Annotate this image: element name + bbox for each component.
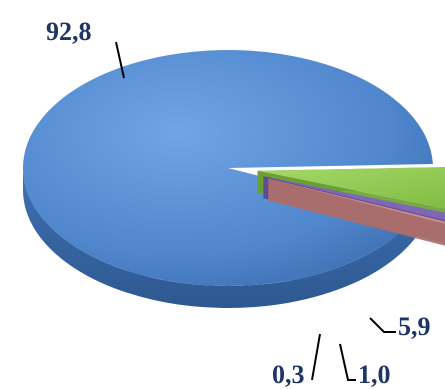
pie-slice-5-9-top [257, 167, 445, 209]
data-label-92-8: 92,8 [46, 17, 92, 46]
pie-slice-92-8-side [23, 168, 416, 308]
pie-slice-92-8 [23, 49, 433, 308]
leader-0-3 [311, 333, 321, 381]
pie-slice-92-8-top [23, 49, 433, 286]
leader-5-9 [369, 317, 396, 333]
leader-lines [115, 41, 396, 381]
pie-slice-0-3-top [268, 178, 445, 224]
data-label-1-0: 1,0 [358, 360, 391, 389]
pie-slice-1-0-top [263, 176, 445, 221]
data-label-5-9: 5,9 [398, 312, 431, 341]
leader-1-0 [339, 343, 356, 381]
pie-slice-0-3-wall [268, 178, 445, 246]
pie-slice-0-3 [268, 178, 445, 246]
leader-92-8 [115, 41, 125, 79]
data-label-0-3: 0,3 [272, 360, 305, 389]
